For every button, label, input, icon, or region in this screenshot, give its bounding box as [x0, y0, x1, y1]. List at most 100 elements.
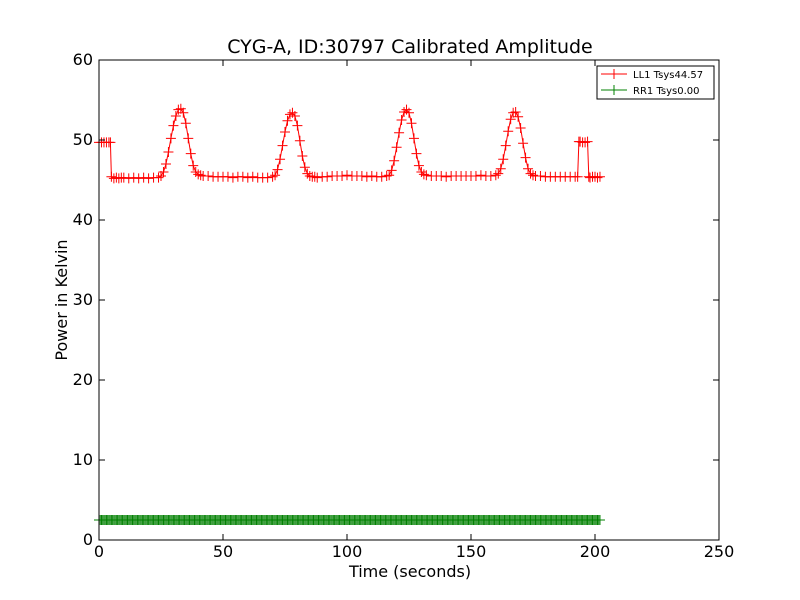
legend-marker-ll1: [609, 69, 619, 79]
data-point-marker: [592, 172, 603, 183]
data-point-marker: [508, 107, 519, 118]
data-point-marker: [247, 171, 258, 182]
data-point-marker: [222, 171, 233, 182]
data-point-marker: [406, 118, 417, 129]
data-point-marker: [113, 173, 124, 184]
data-point-marker: [404, 107, 414, 118]
data-point-marker: [396, 115, 407, 125]
legend-box: [596, 65, 715, 100]
data-point-marker: [580, 137, 591, 148]
data-point-marker: [490, 170, 501, 181]
data-point-marker: [391, 142, 402, 153]
data-point-marker: [105, 137, 116, 148]
x-tick-150: 150: [456, 60, 487, 561]
legend-entry-ll1: LL1 Tsys44.57: [601, 69, 703, 81]
data-point-marker: [277, 140, 288, 151]
data-point-marker: [436, 171, 447, 181]
data-point-marker: [337, 171, 348, 181]
plot-area: [99, 60, 719, 540]
data-point-marker: [399, 107, 410, 117]
data-point-marker: [342, 170, 352, 181]
data-point-marker: [389, 155, 400, 166]
x-tick-label: 150: [456, 542, 487, 561]
data-point-marker: [227, 172, 238, 183]
data-point-marker: [505, 114, 516, 125]
y-tick-50: 50: [73, 130, 719, 149]
data-point-marker: [165, 133, 176, 144]
x-tick-label: 200: [580, 542, 611, 561]
x-tick-50: 50: [213, 60, 233, 561]
data-point-marker: [188, 160, 199, 171]
data-point-marker: [312, 172, 323, 183]
series-ll1: [94, 103, 605, 184]
data-point-marker: [594, 515, 605, 525]
x-tick-250: 250: [704, 60, 734, 561]
x-tick-200: 200: [580, 60, 611, 561]
data-point-marker: [193, 169, 204, 180]
y-tick-0: 0: [83, 530, 719, 549]
data-point-marker: [185, 148, 196, 159]
y-tick-60: 60: [73, 50, 719, 69]
data-point-marker: [441, 171, 452, 182]
data-point-marker: [168, 120, 179, 131]
data-point-marker: [513, 111, 524, 122]
data-point-marker: [366, 171, 377, 181]
y-tick-label: 50: [73, 130, 93, 149]
legend: LL1 Tsys44.57 RR1 Tsys0.00: [596, 65, 715, 100]
data-point-marker: [284, 109, 295, 120]
y-tick-label: 10: [73, 450, 93, 469]
series-rr1: [94, 515, 605, 525]
data-point-marker: [158, 167, 169, 177]
data-point-marker: [475, 170, 486, 181]
data-point-marker: [297, 151, 308, 161]
data-point-marker: [503, 126, 514, 137]
data-point-marker: [133, 173, 144, 184]
x-tick-label: 0: [94, 542, 104, 561]
data-point-marker: [183, 133, 194, 144]
data-point-marker: [304, 171, 315, 181]
data-point-marker: [289, 111, 300, 121]
x-tick-label: 100: [332, 542, 363, 561]
data-point-marker: [523, 163, 534, 174]
data-point-marker: [384, 170, 395, 181]
ticks-layer: 0 50 100 150 200 250 0 10 20 30 40 50 60: [73, 50, 735, 561]
series-layer: [94, 103, 605, 525]
data-point-marker: [123, 173, 134, 184]
y-tick-label: 20: [73, 370, 93, 389]
data-point-marker: [525, 168, 536, 179]
data-point-marker: [163, 147, 174, 157]
data-point-marker: [178, 107, 189, 118]
data-point-marker: [160, 159, 171, 169]
data-point-marker: [495, 163, 506, 174]
y-tick-label: 0: [83, 530, 93, 549]
data-point-marker: [485, 171, 496, 181]
data-point-marker: [272, 164, 283, 175]
chart-title: CYG-A, ID:30797 Calibrated Amplitude: [227, 36, 592, 58]
data-point-marker: [242, 172, 253, 183]
data-point-marker: [535, 171, 546, 181]
x-tick-0: 0: [94, 60, 104, 561]
data-point-marker: [270, 170, 281, 181]
data-point-marker: [262, 172, 273, 183]
data-point-marker: [106, 171, 117, 182]
data-point-marker: [518, 138, 529, 149]
data-point-marker: [275, 154, 286, 165]
data-point-marker: [510, 107, 521, 117]
data-point-marker: [413, 160, 424, 171]
data-point-marker: [153, 172, 164, 183]
legend-entry-rr1: RR1 Tsys0.00: [601, 85, 700, 97]
data-point-marker: [175, 103, 186, 114]
data-point-marker: [498, 154, 509, 165]
data-point-marker: [138, 172, 149, 183]
data-point-marker: [520, 152, 531, 163]
data-point-marker: [322, 171, 333, 182]
data-point-marker: [500, 140, 511, 151]
data-point-marker: [493, 168, 504, 179]
y-tick-label: 40: [73, 210, 93, 229]
y-tick-40: 40: [73, 210, 719, 229]
data-point-marker: [195, 170, 206, 181]
data-point-marker: [394, 127, 405, 138]
data-point-marker: [282, 115, 293, 126]
data-point-marker: [386, 165, 397, 176]
